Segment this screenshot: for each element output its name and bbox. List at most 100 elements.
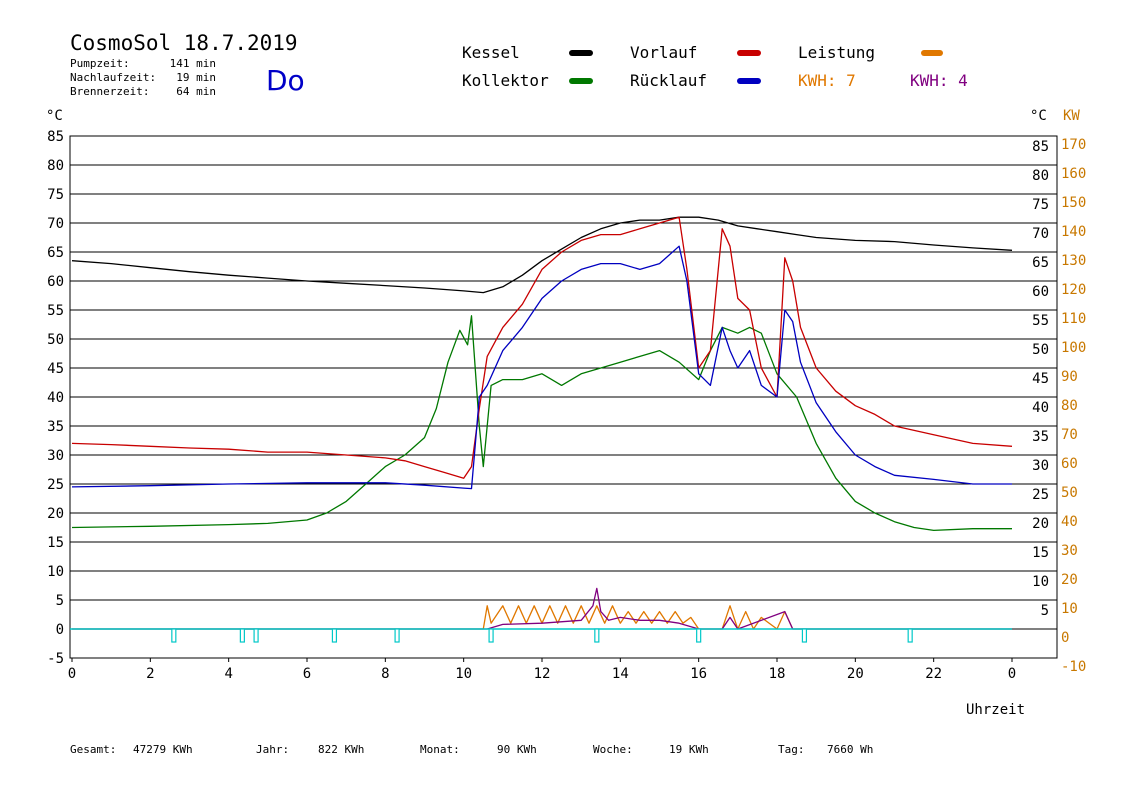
- series-line-ruecklauf: [71, 245, 1012, 490]
- weekday-label: Do: [266, 64, 305, 97]
- x-tick-label: 18: [769, 666, 786, 682]
- y-tick-right: 55: [1032, 313, 1049, 329]
- grid: [70, 164, 1057, 630]
- y-tick-right: 85: [1032, 139, 1049, 155]
- header-stats: Pumpzeit: 141 min Nachlaufzeit: 19 min B…: [70, 57, 216, 98]
- y-tick-kw: 130: [1061, 253, 1086, 269]
- pump-pulse: [253, 628, 259, 643]
- y-tick-kw: 80: [1061, 398, 1078, 414]
- series-line-kessel: [71, 216, 1013, 294]
- x-tick-label: 0: [1008, 666, 1016, 682]
- footer-label-woche: Woche:: [593, 743, 633, 756]
- legend-kwh-orange: KWH: 7: [798, 71, 856, 90]
- stat-value-brennerzeit: 64 min: [176, 85, 216, 98]
- pump-pulses: [70, 628, 1012, 643]
- pump-pulse: [239, 628, 245, 643]
- x-tick-label: 0: [68, 666, 76, 682]
- y-tick-kw: 20: [1061, 572, 1078, 588]
- y-tick-right: 80: [1032, 168, 1049, 184]
- y-tick-right: 60: [1032, 284, 1049, 300]
- pump-pulse: [801, 628, 808, 643]
- pump-pulse: [594, 628, 600, 643]
- y-tick-left: 35: [47, 419, 64, 435]
- series-line-kollektor: [71, 315, 1012, 532]
- y-tick-left: 85: [47, 129, 64, 145]
- y-tick-kw: 40: [1061, 514, 1078, 530]
- y-tick-left: 50: [47, 332, 64, 348]
- x-tick-label: 2: [146, 666, 154, 682]
- footer-value-gesamt: 47279 KWh: [133, 743, 193, 756]
- stat-label-nachlaufzeit: Nachlaufzeit:: [70, 71, 156, 84]
- y-tick-left: 30: [47, 448, 64, 464]
- plot-frame: [69, 135, 1058, 659]
- legend-kwh-purple: KWH: 4: [910, 71, 968, 90]
- y-tick-right: 15: [1032, 545, 1049, 561]
- y-tick-left: 75: [47, 187, 64, 203]
- y-tick-left: 25: [47, 477, 64, 493]
- y-tick-kw: 100: [1061, 340, 1086, 356]
- y-tick-right: 40: [1032, 400, 1049, 416]
- y-tick-left: -5: [47, 651, 64, 667]
- y-tick-kw: -10: [1061, 659, 1086, 675]
- y-tick-left: 80: [47, 158, 64, 174]
- y-axis-kw: 1701601501401301201101009080706050403020…: [1061, 137, 1086, 675]
- pump-pulse: [171, 628, 177, 643]
- x-tick-label: 22: [925, 666, 942, 682]
- pump-pulse: [907, 628, 913, 643]
- y-tick-right: 5: [1041, 603, 1049, 619]
- legend-ruecklauf-label: Rücklauf: [630, 71, 707, 90]
- y-tick-kw: 110: [1061, 311, 1086, 327]
- footer-value-tag: 7660 Wh: [827, 743, 873, 756]
- chart-title: CosmoSol 18.7.2019: [70, 31, 298, 55]
- x-axis: 0 2 4 6 8 10 12 14 16 18 20 22 0: [68, 658, 1016, 682]
- series-group: [71, 216, 1013, 630]
- legend-kollektor-label: Kollektor: [462, 71, 549, 90]
- y-tick-kw: 140: [1061, 224, 1086, 240]
- footer-totals: Gesamt: 47279 KWh Jahr: 822 KWh Monat: 9…: [70, 743, 873, 756]
- series-line-leistung: [72, 605, 1012, 630]
- footer-value-monat: 90 KWh: [497, 743, 537, 756]
- y-tick-right: 30: [1032, 458, 1049, 474]
- stat-value-nachlaufzeit: 19 min: [176, 71, 216, 84]
- footer-value-woche: 19 KWh: [669, 743, 709, 756]
- stat-value-pumpzeit: 141 min: [170, 57, 216, 70]
- x-tick-label: 14: [612, 666, 629, 682]
- y-tick-right: 75: [1032, 197, 1049, 213]
- x-tick-label: 8: [381, 666, 389, 682]
- y-tick-left: 55: [47, 303, 64, 319]
- pump-pulse: [394, 628, 400, 643]
- footer-label-monat: Monat:: [420, 743, 460, 756]
- pump-pulse: [488, 628, 494, 643]
- x-axis-label: Uhrzeit: [966, 702, 1025, 718]
- x-tick-label: 12: [534, 666, 551, 682]
- legend-vorlauf-label: Vorlauf: [630, 43, 697, 62]
- legend-leistung-label: Leistung: [798, 43, 875, 62]
- y-tick-kw: 30: [1061, 543, 1078, 559]
- y-tick-kw: 170: [1061, 137, 1086, 153]
- y-tick-left: 60: [47, 274, 64, 290]
- y-tick-kw: 0: [1061, 630, 1069, 646]
- x-tick-label: 16: [690, 666, 707, 682]
- y-tick-right: 45: [1032, 371, 1049, 387]
- y-tick-left: 0: [56, 622, 64, 638]
- y-tick-left: 40: [47, 390, 64, 406]
- y-tick-kw: 10: [1061, 601, 1078, 617]
- y-tick-right: 20: [1032, 516, 1049, 532]
- y-tick-kw: 90: [1061, 369, 1078, 385]
- pump-pulse: [696, 628, 702, 643]
- y-tick-kw: 120: [1061, 282, 1086, 298]
- y-tick-right: 65: [1032, 255, 1049, 271]
- y-tick-right: 25: [1032, 487, 1049, 503]
- y-tick-left: 65: [47, 245, 64, 261]
- x-tick-label: 10: [455, 666, 472, 682]
- y-axis-right: 85 80 75 70 65 60 55 50 45 40 35 30 25 20 15 10 5: [1032, 139, 1049, 619]
- footer-label-jahr: Jahr:: [256, 743, 289, 756]
- y-tick-right: 35: [1032, 429, 1049, 445]
- pump-pulse: [331, 628, 338, 643]
- y-tick-kw: 70: [1061, 427, 1078, 443]
- stat-label-pumpzeit: Pumpzeit:: [70, 57, 130, 70]
- y-tick-right: 70: [1032, 226, 1049, 242]
- series-line-kwh2: [72, 587, 1012, 630]
